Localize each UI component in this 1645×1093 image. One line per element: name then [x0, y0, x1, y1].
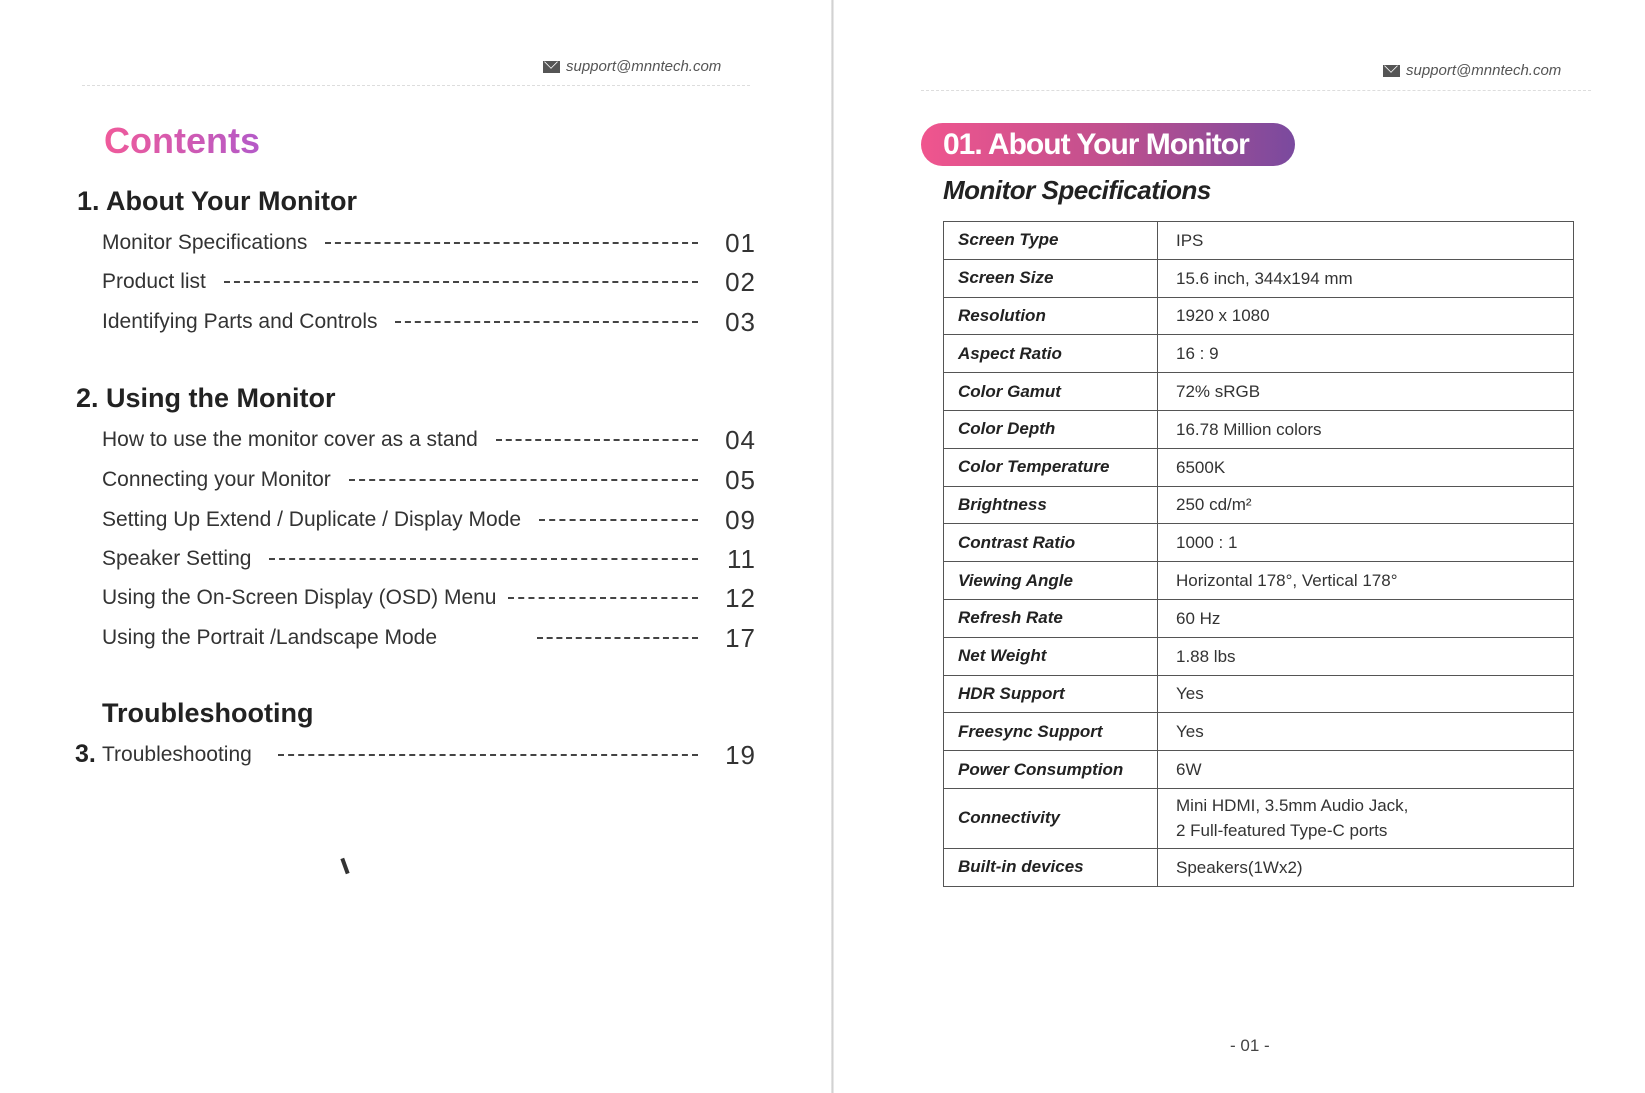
spec-label: Screen Size [943, 258, 1158, 298]
spec-label: Viewing Angle [943, 561, 1158, 600]
header-divider [921, 90, 1591, 91]
spec-label: Connectivity [943, 787, 1158, 849]
spec-value: IPS [1157, 221, 1574, 260]
spec-label: Color Temperature [943, 447, 1158, 487]
email-text: support@mnntech.com [1406, 62, 1562, 79]
section-subtitle: Monitor Specifications [943, 175, 1211, 205]
section-heading: 2. Using the Monitor [76, 383, 336, 413]
toc-item[interactable]: Speaker Setting 11 [102, 543, 756, 574]
toc-item[interactable]: Using the On-Screen Display (OSD) Menu 12 [102, 582, 756, 613]
spec-row: Contrast Ratio 1000 : 1 [943, 523, 1574, 563]
spec-label: Screen Type [943, 221, 1158, 260]
spec-value: Yes [1157, 712, 1574, 752]
email-text: support@mnntech.com [566, 58, 722, 75]
spec-row: Brightness 250 cd/m² [943, 485, 1574, 525]
spec-row: Screen Size 15.6 inch, 344x194 mm [943, 258, 1574, 298]
spec-row: Connectivity Mini HDMI, 3.5mm Audio Jack,… [943, 787, 1574, 849]
spec-label: Freesync Support [943, 712, 1158, 752]
spec-value: 15.6 inch, 344x194 mm [1157, 258, 1574, 298]
spec-table: Screen Type IPS Screen Size 15.6 inch, 344x… [943, 221, 1574, 887]
envelope-icon [1383, 64, 1400, 77]
contents-title: Contents [104, 120, 260, 161]
spec-label: Power Consumption [943, 750, 1158, 789]
spec-value: 6W [1157, 750, 1574, 789]
spec-label: Resolution [943, 296, 1158, 336]
toc-item[interactable]: Identifying Parts and Controls 03 [102, 306, 756, 337]
spec-value: Speakers(1Wx2) [1157, 847, 1574, 887]
spec-label: Color Gamut [943, 372, 1158, 411]
spec-value: Yes [1157, 674, 1574, 714]
spec-row: Resolution 1920 x 1080 [943, 296, 1574, 336]
spec-label: Contrast Ratio [943, 523, 1158, 563]
spec-value: 1000 : 1 [1157, 523, 1574, 563]
spec-value: 6500K [1157, 447, 1574, 487]
spec-label: Aspect Ratio [943, 334, 1158, 374]
spec-value: Mini HDMI, 3.5mm Audio Jack, 2 Full-featu… [1157, 787, 1574, 849]
toc-item[interactable]: Troubleshooting 19 [102, 739, 756, 770]
spec-label: Built-in devices [943, 847, 1158, 887]
envelope-icon [543, 60, 560, 73]
spec-value: 16 : 9 [1157, 334, 1574, 374]
spec-row: Refresh Rate 60 Hz [943, 598, 1574, 638]
section-heading: Troubleshooting [102, 698, 314, 728]
spec-value: 72% sRGB [1157, 372, 1574, 411]
section-heading: 1. About Your Monitor [77, 186, 357, 216]
spec-row: Color Gamut 72% sRGB [943, 372, 1574, 411]
header-divider [82, 85, 750, 86]
spec-row: Screen Type IPS [943, 221, 1574, 260]
spec-value: 1.88 lbs [1157, 636, 1574, 676]
support-email: support@mnntech.com [543, 58, 721, 75]
specifications-page: support@mnntech.com 01. About Your Monit… [835, 0, 1645, 1093]
chapter-banner: 01. About Your Monitor [921, 123, 1295, 166]
contents-page: support@mnntech.com Contents 1. About Yo… [0, 0, 833, 1093]
spec-row: Aspect Ratio 16 : 9 [943, 334, 1574, 374]
spec-row: Viewing Angle Horizontal 178°, Vertical 1… [943, 561, 1574, 600]
toc-item[interactable]: Monitor Specifications 01 [102, 227, 756, 258]
scan-mark [340, 857, 350, 875]
spec-label: HDR Support [943, 674, 1158, 714]
spec-value: Horizontal 178°, Vertical 178° [1157, 561, 1574, 600]
spec-value: 250 cd/m² [1157, 485, 1574, 525]
spec-row: Net Weight 1.88 lbs [943, 636, 1574, 676]
toc-item[interactable]: Product list 02 [102, 266, 756, 297]
toc-item[interactable]: How to use the monitor cover as a stand 0… [102, 424, 756, 455]
spec-label: Brightness [943, 485, 1158, 525]
page-number: - 01 - [1230, 1036, 1270, 1055]
spec-value: 1920 x 1080 [1157, 296, 1574, 336]
toc-item[interactable]: Using the Portrait /Landscape Mode 17 [102, 622, 756, 653]
spec-row: Power Consumption 6W [943, 750, 1574, 789]
spec-row: Freesync Support Yes [943, 712, 1574, 752]
section-number: 3. [75, 740, 96, 768]
toc-item[interactable]: Setting Up Extend / Duplicate / Display … [102, 504, 756, 535]
spec-row: Built-in devices Speakers(1Wx2) [943, 847, 1574, 887]
toc-item[interactable]: Connecting your Monitor 05 [102, 464, 756, 495]
support-email: support@mnntech.com [1383, 62, 1561, 79]
spec-label: Color Depth [943, 409, 1158, 449]
spec-label: Net Weight [943, 636, 1158, 676]
page-fold [831, 0, 834, 1093]
spec-value: 60 Hz [1157, 598, 1574, 638]
spec-row: HDR Support Yes [943, 674, 1574, 714]
spec-label: Refresh Rate [943, 598, 1158, 638]
spec-row: Color Temperature 6500K [943, 447, 1574, 487]
spec-value: 16.78 Million colors [1157, 409, 1574, 449]
spec-row: Color Depth 16.78 Million colors [943, 409, 1574, 449]
